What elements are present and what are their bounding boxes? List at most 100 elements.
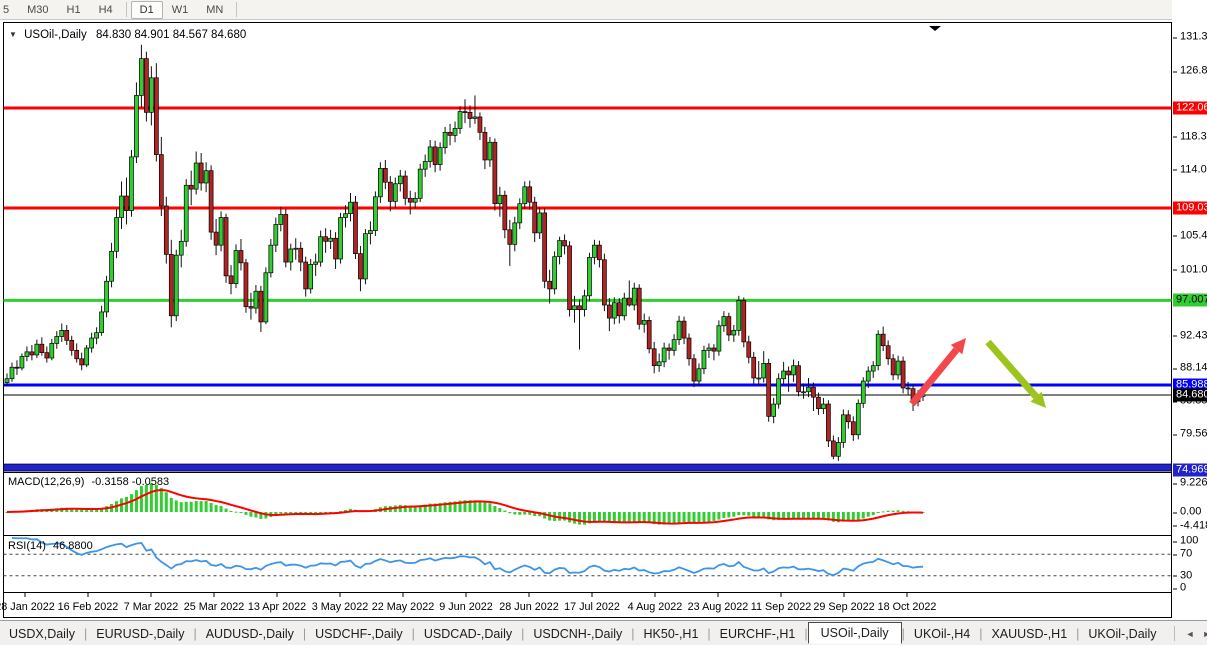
candlestick-series <box>4 44 926 461</box>
macd-axis-tick: 0.00 <box>1172 506 1207 518</box>
date-axis-label: 22 May 2022 <box>372 601 434 613</box>
rsi-axis-tick: 30 <box>1172 570 1207 581</box>
tabs-scroll-controls: ◄ ► <box>1165 626 1207 641</box>
macd-current-values: -0.3158 -0.0583 <box>91 476 170 488</box>
price-axis-tick: 118.300 <box>1172 131 1207 142</box>
tab-separator: | <box>707 626 711 641</box>
tabs-scroll-left-button[interactable]: ◄ <box>1185 628 1195 639</box>
tab-separator: | <box>302 626 307 641</box>
chart-tab-ukoil-daily[interactable]: UKOil-,Daily <box>1088 626 1157 641</box>
macd-signal-line <box>6 489 924 525</box>
tab-separator: | <box>1076 626 1080 641</box>
price-axis-tick: 105.430 <box>1172 230 1207 241</box>
chart-tab-ukoil-h4[interactable]: UKOil-,H4 <box>913 626 971 641</box>
macd-label: MACD(12,26,9) -0.3158 -0.0583 <box>8 476 169 488</box>
chart-tab-eurusd-daily[interactable]: EURUSD-,Daily <box>96 626 185 641</box>
bearish-arrow-annotation[interactable] <box>985 339 1046 408</box>
timeframe-toolbar: 5 M30 H1 H4 D1 W1 MN <box>0 0 1207 20</box>
date-axis-label: 17 Jul 2022 <box>564 601 620 613</box>
tab-separator: | <box>84 626 88 641</box>
tabs-scroll-right-button[interactable]: ► <box>1202 628 1207 639</box>
price-level-tag: 122.066 <box>1173 101 1207 115</box>
price-axis-tick: 101.010 <box>1172 264 1207 275</box>
rsi-axis-tick: 0 <box>1172 582 1207 594</box>
chart-shift-marker[interactable] <box>929 26 941 31</box>
price-level-tag: 85.988 <box>1173 378 1207 392</box>
chart-dropdown-icon[interactable]: ▼ <box>9 30 17 39</box>
timeframe-button-d1[interactable]: D1 <box>130 0 163 19</box>
price-level-tag: 97.007 <box>1173 293 1207 307</box>
tab-separator: | <box>521 626 525 641</box>
price-chart-canvas[interactable]: 28 Jan 2022 16 Feb 2022 7 Mar 2022 25 Mar 2… <box>0 0 1173 620</box>
chart-tab-eurchf-h1[interactable]: EURCHF-,H1 <box>719 626 796 641</box>
price-level-tag: 84.680 <box>1173 388 1207 402</box>
rsi-current-value: 46.8800 <box>52 540 93 552</box>
macd-axis-tick: 9.2266 <box>1172 477 1207 489</box>
price-axis-tick: 88.140 <box>1172 362 1207 374</box>
horizontal-level-lines[interactable] <box>3 106 1172 472</box>
rsi-indicator <box>3 537 1172 577</box>
macd-indicator <box>5 483 925 525</box>
date-axis-label: 23 Aug 2022 <box>688 601 749 613</box>
toolbar-separator <box>236 2 238 17</box>
date-axis-label: 3 May 2022 <box>312 601 368 613</box>
support-band-line[interactable] <box>3 463 1172 472</box>
chart-symbol-period: USOil-,Daily <box>24 29 87 41</box>
timeframe-button-5[interactable]: 5 <box>3 3 10 16</box>
chart-tab-usoil-daily[interactable]: USOil-,Daily <box>807 621 902 644</box>
tab-separator: | <box>411 626 415 641</box>
chart-window-frame <box>3 22 1172 618</box>
date-axis-label: 16 Feb 2022 <box>58 601 119 613</box>
tab-separator: | <box>979 626 983 641</box>
date-axis-label: 29 Sep 2022 <box>813 601 874 613</box>
macd-axis-tick: -4.4188 <box>1172 520 1207 531</box>
chart-ohlc-values: 84.830 84.901 84.567 84.680 <box>95 29 247 41</box>
rsi-axis-tick: 100 <box>1172 535 1207 547</box>
chart-tab-usdcnh-daily[interactable]: USDCNH-,Daily <box>533 626 623 641</box>
timeframe-button-h1[interactable]: H1 <box>66 3 81 16</box>
chart-title: ▼ USOil-,Daily 84.830 84.901 84.567 84.6… <box>9 29 246 41</box>
timeframe-button-m30[interactable]: M30 <box>27 3 49 16</box>
rsi-label: RSI(14) 46.8800 <box>8 540 93 552</box>
chart-tab-usdcad-daily[interactable]: USDCAD-,Daily <box>423 626 513 641</box>
tab-separator: | <box>193 626 197 641</box>
timeframe-button-mn[interactable]: MN <box>206 3 224 16</box>
date-axis-label: 7 Mar 2022 <box>124 601 179 613</box>
rsi-line <box>11 537 924 577</box>
price-axis-tick: 92.430 <box>1172 330 1207 341</box>
date-axis-label: 4 Aug 2022 <box>628 601 683 613</box>
price-axis-tick: 79.560 <box>1172 428 1207 440</box>
date-axis-label: 18 Oct 2022 <box>878 601 937 613</box>
chart-tab-xauusd-h1[interactable]: XAUUSD-,H1 <box>991 626 1068 641</box>
chart-tab-usdx-daily[interactable]: USDX,Daily <box>9 626 75 641</box>
date-axis-label: 9 Jun 2022 <box>439 601 492 613</box>
date-axis[interactable]: 28 Jan 2022 16 Feb 2022 7 Mar 2022 25 Mar 2… <box>0 593 936 613</box>
tab-separator: | <box>631 626 635 641</box>
macd-indicator-name: MACD(12,26,9) <box>8 476 85 488</box>
date-axis-label: 28 Jun 2022 <box>499 601 558 613</box>
date-axis-label: 25 Mar 2022 <box>184 601 245 613</box>
tab-separator <box>1174 626 1176 641</box>
price-axis-tick: 131.300 <box>1172 31 1207 43</box>
chart-tab-usdchf-daily[interactable]: USDCHF-,Daily <box>315 626 403 641</box>
date-axis-label: 28 Jan 2022 <box>0 601 55 613</box>
timeframe-button-w1[interactable]: W1 <box>171 3 189 16</box>
tab-separator: | <box>901 626 905 641</box>
date-axis-label: 11 Sep 2022 <box>751 601 811 613</box>
price-level-tag: 74.969 <box>1173 463 1207 477</box>
price-axis-tick: 126.880 <box>1172 65 1207 77</box>
price-level-tag: 109.036 <box>1173 201 1207 215</box>
chart-tab-hk50-h1[interactable]: HK50-,H1 <box>643 626 699 641</box>
rsi-indicator-name: RSI(14) <box>8 540 46 552</box>
toolbar-separator <box>125 2 127 17</box>
chart-tabs-bar: USDX,Daily | EURUSD-,Daily | AUDUSD-,Daily | U… <box>0 620 1207 645</box>
price-axis-tick: 114.010 <box>1172 164 1207 175</box>
chart-tab-audusd-daily[interactable]: AUDUSD-,Daily <box>205 626 294 641</box>
rsi-axis-tick: 70 <box>1172 548 1207 560</box>
timeframe-button-h4[interactable]: H4 <box>98 3 113 16</box>
date-axis-label: 13 Apr 2022 <box>248 601 306 613</box>
price-axis[interactable]: 131.300 126.880 118.300 114.010 105.430 101.0… <box>1172 0 1207 645</box>
tab-separator: | <box>804 626 808 641</box>
bullish-arrow-annotation[interactable] <box>909 338 966 407</box>
